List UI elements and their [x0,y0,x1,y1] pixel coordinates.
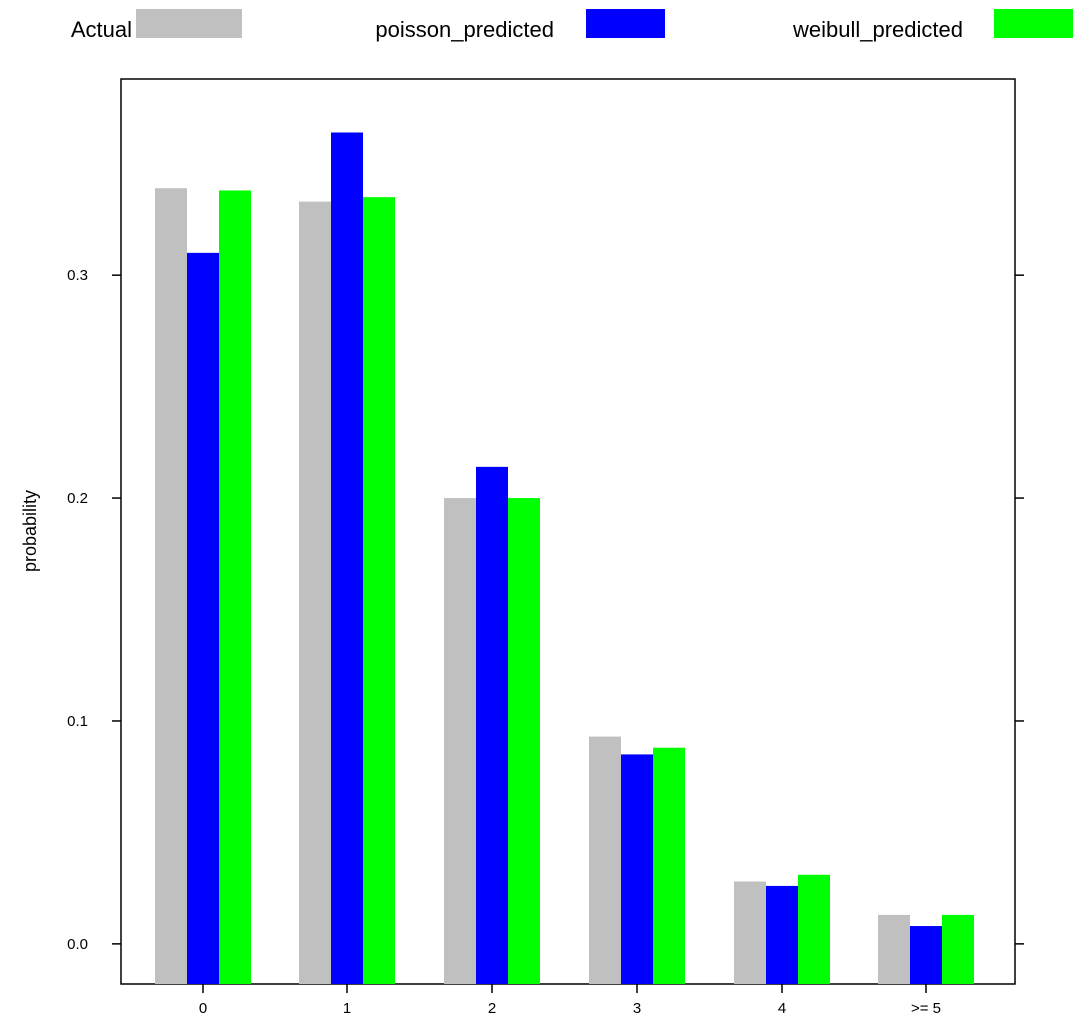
bar-poisson-predicted-3 [621,754,653,984]
x-tick-label-1: 1 [343,1000,351,1017]
y-tick-label-0-2: 0.2 [67,490,88,507]
legend-label-actual: Actual [71,17,132,42]
bar-actual-2 [444,498,476,984]
y-tick-label-0-0: 0.0 [67,936,88,953]
x-tick-label-4: 4 [778,1000,786,1017]
bar-weibull-predicted-1 [363,197,395,985]
bar-poisson-predicted-5 [910,926,942,984]
legend-swatch-poisson-predicted [586,9,665,38]
y-axis-ticks: 0.0 0.1 0.2 0.3 [67,267,1024,953]
bar-poisson-predicted-4 [766,885,798,984]
bar-weibull-predicted-5 [942,914,974,984]
bar-actual-5 [878,914,910,984]
bar-weibull-predicted-4 [798,874,830,984]
x-tick-label-5: >= 5 [911,1000,941,1017]
y-tick-label-0-3: 0.3 [67,267,88,284]
bar-weibull-predicted-3 [653,747,685,984]
bar-actual-4 [734,881,766,984]
x-axis-ticks: 0 1 2 3 4 >= 5 [199,984,941,1017]
bar-actual-3 [589,736,621,984]
bar-actual-1 [299,201,331,985]
bar-poisson-predicted-2 [476,466,508,984]
x-tick-label-3: 3 [633,1000,641,1017]
bar-weibull-predicted-0 [219,190,251,985]
legend-label-poisson-predicted: poisson_predicted [375,17,554,42]
y-axis-label: probability [20,490,40,572]
bar-poisson-predicted-0 [187,252,219,984]
bars [155,132,974,985]
bar-actual-0 [155,188,187,985]
legend-swatch-weibull-predicted [994,9,1073,38]
bar-poisson-predicted-1 [331,132,363,984]
legend-label-weibull-predicted: weibull_predicted [792,17,963,42]
x-tick-label-0: 0 [199,1000,207,1017]
legend-swatch-actual [136,9,242,38]
bar-weibull-predicted-2 [508,498,540,984]
x-tick-label-2: 2 [488,1000,496,1017]
y-tick-label-0-1: 0.1 [67,713,88,730]
plot-frame [120,78,1016,985]
legend: Actual poisson_predicted weibull_predicted [71,9,1073,42]
